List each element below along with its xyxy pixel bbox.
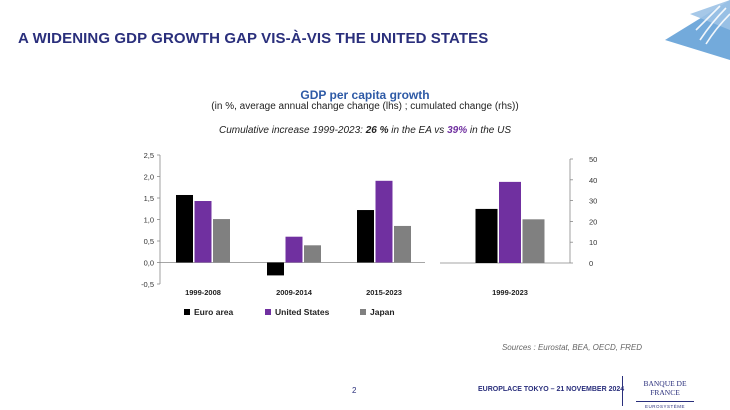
slide-title: A WIDENING GDP GROWTH GAP VIS-À-VIS THE … [18, 30, 489, 47]
footer-separator [622, 376, 623, 406]
right-tick-label: 10 [589, 238, 597, 247]
logo-subtitle: EUROSYSTÈME [644, 404, 685, 409]
bar-united-states [375, 180, 393, 263]
page-number: 2 [352, 386, 357, 395]
bar-euro-area [267, 262, 284, 276]
chart-title: GDP per capita growth [300, 88, 430, 102]
legend-japan: Japan [360, 307, 395, 317]
annotation-suffix: in the US [467, 125, 512, 136]
category-label: 1999-2008 [185, 288, 221, 297]
left-tick-label: 1,5 [144, 194, 154, 203]
left-tick-label: 2,5 [144, 151, 154, 160]
left-tick-label: 0,0 [144, 259, 154, 268]
right-tick-label: 40 [589, 176, 597, 185]
banque-de-france-logo: BANQUE DE FRANCE EUROSYSTÈME [630, 379, 700, 409]
sources-note: Sources : Eurostat, BEA, OECD, FRED [501, 343, 642, 352]
bar-cumulative-japan [522, 219, 545, 263]
legend-euro-area-swatch [184, 309, 190, 315]
category-label: 1999-2023 [492, 288, 528, 297]
annotation-middle: in the EA vs [388, 125, 448, 136]
legend-euro-area: Euro area [184, 307, 233, 317]
right-tick-label: 20 [589, 217, 597, 226]
legend-euro-area-label: Euro area [194, 307, 234, 317]
left-tick-label: 2,0 [144, 173, 154, 182]
bar-euro-area [357, 210, 374, 263]
annotation-prefix: Cumulative increase 1999-2023: [218, 125, 366, 136]
footer-event-text: EUROPLACE TOKYO – 21 NOVEMBER 2024 [478, 386, 625, 393]
legend-japan-swatch [360, 309, 366, 315]
bar-japan [213, 219, 230, 263]
chart-subtitle: (in %, average annual change change (lhs… [211, 101, 519, 112]
right-tick-label: 0 [589, 259, 593, 268]
bar-cumulative-united-states [499, 181, 521, 263]
bar-japan [304, 245, 321, 263]
legend-united-states: United States [265, 307, 329, 317]
bar-cumulative-euro-area [475, 208, 498, 263]
logo-name: BANQUE DE FRANCE [643, 379, 687, 397]
bar-united-states [194, 201, 212, 263]
cumulative-annotation: Cumulative increase 1999-2023: 26 % in t… [0, 125, 730, 136]
legend-japan-label: Japan [370, 307, 395, 317]
legend-united-states-swatch [265, 309, 271, 315]
annotation-ea-value: 26 % [365, 125, 389, 136]
left-tick-label: -0,5 [141, 280, 154, 289]
right-tick-label: 50 [589, 155, 597, 164]
bar-japan [394, 225, 411, 263]
legend-united-states-label: United States [275, 307, 330, 317]
bar-united-states [285, 236, 303, 263]
corner-decoration [665, 0, 730, 60]
logo-divider [636, 401, 694, 402]
left-tick-label: 1,0 [144, 216, 154, 225]
category-label: 2009-2014 [276, 288, 313, 297]
annotation-us-value: 39% [447, 125, 468, 136]
left-tick-label: 0,5 [144, 237, 154, 246]
right-tick-label: 30 [589, 197, 597, 206]
bar-euro-area [176, 194, 193, 263]
category-label: 2015-2023 [366, 288, 402, 297]
